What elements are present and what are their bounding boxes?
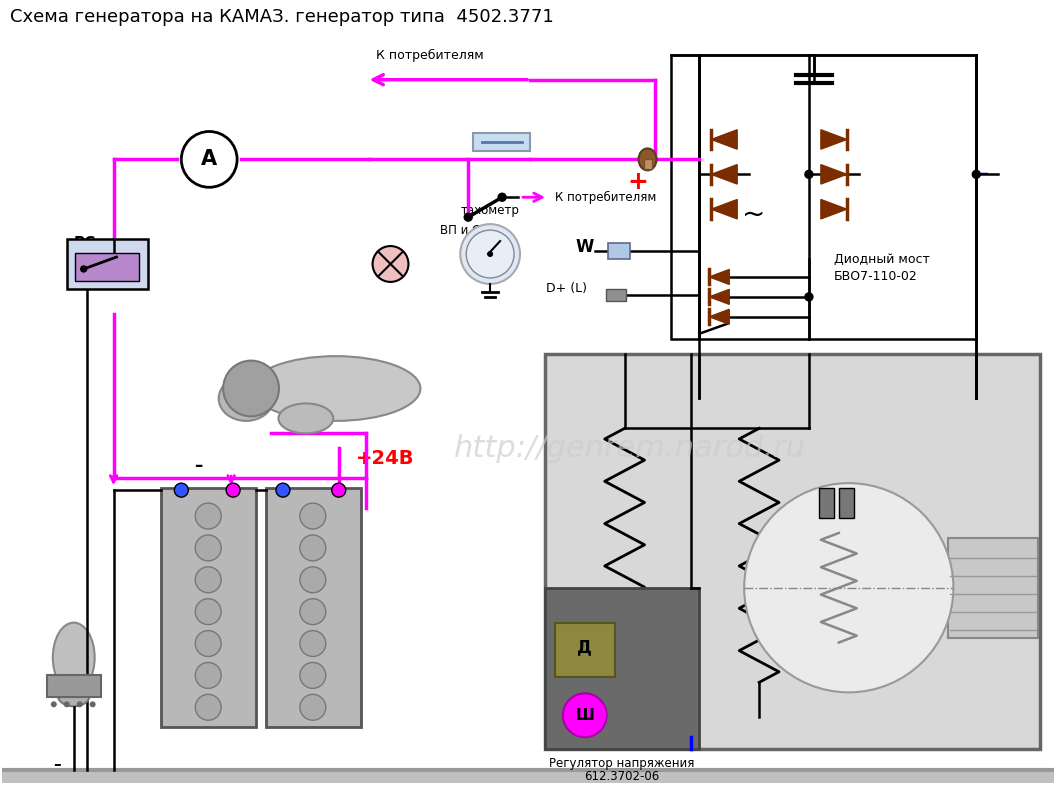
Bar (818, 488, 834, 518)
Text: D+ (L): D+ (L) (546, 282, 587, 296)
Circle shape (226, 483, 240, 497)
Polygon shape (712, 200, 737, 219)
Text: ~: ~ (742, 200, 766, 228)
Text: Регулятор напряжения: Регулятор напряжения (549, 757, 695, 770)
Circle shape (195, 599, 221, 625)
Circle shape (182, 131, 238, 187)
Circle shape (174, 483, 188, 497)
Ellipse shape (279, 403, 334, 433)
Ellipse shape (53, 623, 95, 692)
Circle shape (373, 246, 409, 282)
Circle shape (300, 535, 325, 561)
Text: Диодный мост: Диодный мост (834, 252, 929, 266)
Circle shape (973, 171, 980, 178)
Circle shape (805, 171, 813, 178)
Circle shape (744, 483, 954, 692)
Text: тахометр: тахометр (460, 204, 520, 217)
Text: К потребителям: К потребителям (554, 191, 656, 204)
Circle shape (223, 361, 279, 417)
Text: +: + (627, 171, 648, 194)
Circle shape (465, 213, 472, 221)
Circle shape (63, 701, 70, 707)
Circle shape (51, 701, 57, 707)
Bar (545, 588, 699, 749)
Text: 612.3702-06: 612.3702-06 (584, 770, 659, 783)
Bar (554, 623, 615, 678)
Circle shape (487, 251, 493, 257)
Bar (545, 354, 1040, 749)
Text: РС: РС (74, 236, 96, 251)
Text: +24В: +24В (356, 449, 414, 468)
Text: Ш: Ш (576, 707, 595, 723)
Polygon shape (712, 130, 737, 149)
Circle shape (300, 663, 325, 689)
Ellipse shape (219, 376, 274, 421)
Circle shape (332, 483, 345, 497)
Ellipse shape (639, 149, 657, 171)
Ellipse shape (251, 356, 420, 421)
Polygon shape (712, 164, 737, 184)
Text: Д: Д (578, 638, 592, 656)
Text: –: – (980, 165, 989, 183)
Polygon shape (710, 289, 730, 304)
Bar (162, 488, 256, 727)
Circle shape (80, 266, 87, 272)
Bar (606, 289, 625, 301)
Bar (948, 538, 1038, 637)
Text: –: – (53, 757, 60, 772)
Bar (46, 675, 100, 697)
Polygon shape (821, 164, 847, 184)
Bar (672, 55, 977, 339)
Circle shape (77, 701, 82, 707)
Text: W: W (576, 238, 595, 256)
Text: Схема генератора на КАМАЗ. генератор типа  4502.3771: Схема генератора на КАМАЗ. генератор тип… (10, 8, 553, 26)
Circle shape (195, 503, 221, 529)
Polygon shape (821, 200, 847, 219)
Circle shape (805, 293, 813, 301)
Circle shape (195, 567, 221, 593)
Bar (643, 160, 652, 169)
Polygon shape (710, 270, 730, 285)
Circle shape (90, 701, 96, 707)
Text: ВП и СТ: ВП и СТ (440, 224, 488, 237)
Bar (75, 253, 139, 281)
Polygon shape (710, 310, 730, 325)
Bar (473, 134, 530, 152)
Text: К потребителям: К потребителям (377, 49, 485, 62)
Bar (67, 239, 149, 289)
Text: БВО7-110-02: БВО7-110-02 (834, 270, 918, 284)
Circle shape (300, 503, 325, 529)
Circle shape (300, 694, 325, 720)
Polygon shape (821, 130, 847, 149)
Circle shape (460, 224, 520, 284)
Ellipse shape (58, 685, 90, 707)
Circle shape (195, 630, 221, 656)
Circle shape (300, 599, 325, 625)
Bar (2, 769, 1054, 783)
Circle shape (195, 663, 221, 689)
Text: –: – (194, 457, 203, 476)
Circle shape (195, 535, 221, 561)
Circle shape (195, 694, 221, 720)
Circle shape (276, 483, 290, 497)
Bar (266, 488, 361, 727)
Bar (607, 243, 629, 259)
Circle shape (498, 193, 506, 201)
Text: A: A (201, 149, 218, 170)
Bar (838, 488, 853, 518)
Circle shape (563, 693, 607, 737)
Circle shape (300, 567, 325, 593)
Circle shape (467, 230, 514, 278)
Text: http://genrem.narod.ru: http://genrem.narod.ru (454, 434, 806, 463)
Circle shape (300, 630, 325, 656)
